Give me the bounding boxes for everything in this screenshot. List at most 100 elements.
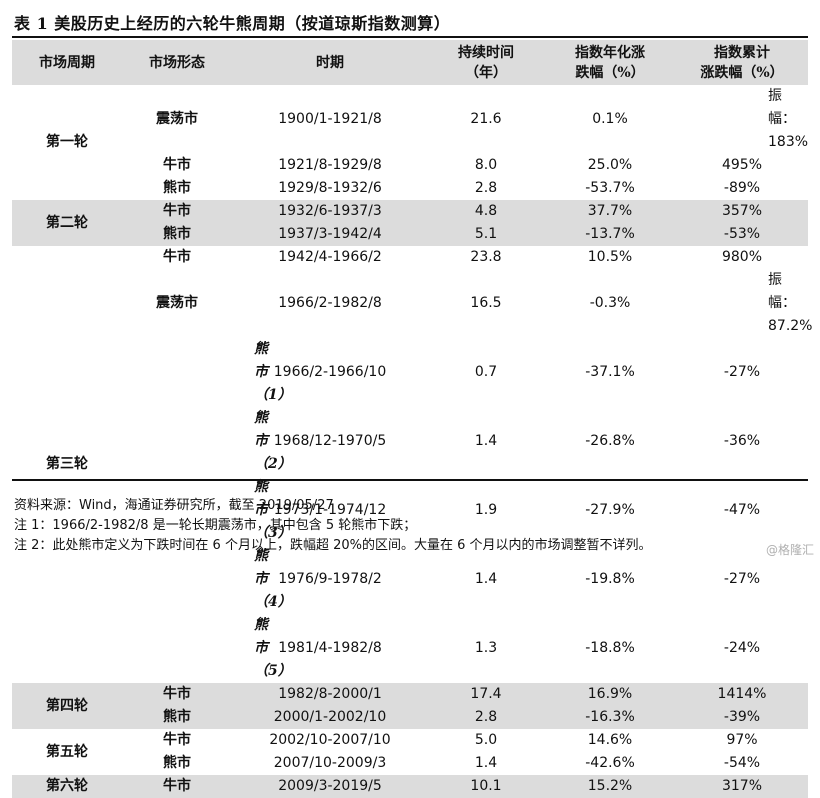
- annual-change-cell: -18.8%: [585, 640, 635, 656]
- cumulative-change-cell: 495%: [721, 157, 763, 173]
- form-cell: 熊市（3）: [254, 479, 292, 541]
- cycle-cell: 第二轮: [12, 200, 122, 246]
- header-duration-line2: （年）: [465, 64, 507, 81]
- table-row: 熊市 2007/10-2009/3 1.4 -42.6% -54%: [12, 752, 808, 775]
- annual-change-cell: 14.6%: [587, 732, 633, 748]
- period-cell: 2002/10-2007/10: [269, 732, 391, 748]
- header-period: 时期: [232, 40, 428, 85]
- duration-cell: 1.4: [474, 755, 498, 771]
- cumulative-change-cell: -24%: [723, 640, 761, 656]
- form-cell: 熊市: [163, 755, 191, 771]
- annual-change-cell: 10.5%: [587, 249, 633, 265]
- duration-cell: 16.5: [470, 295, 502, 311]
- period-cell: 1973/1-1974/12: [273, 502, 387, 518]
- annual-change-cell: 37.7%: [544, 200, 676, 223]
- duration-cell: 17.4: [428, 683, 544, 706]
- cumulative-change-cell: 振幅：183%: [768, 88, 809, 150]
- form-cell: 熊市（1）: [254, 341, 292, 403]
- table-body: 第一轮 震荡市 1900/1-1921/8 21.6 0.1% 振幅：183% 牛市 1921…: [12, 85, 813, 798]
- cumulative-change-cell: 317%: [676, 775, 808, 798]
- form-cell: 熊市（5）: [254, 617, 292, 679]
- table-row: 熊市 2000/1-2002/10 2.8 -16.3% -39%: [12, 706, 808, 729]
- duration-cell: 0.7: [474, 364, 498, 380]
- cumulative-change-cell: -53%: [676, 223, 808, 246]
- form-cell: 牛市: [163, 732, 191, 748]
- duration-cell: 4.8: [428, 200, 544, 223]
- period-cell: 1929/8-1932/6: [278, 180, 382, 196]
- cycle-cell: 第四轮: [12, 683, 122, 729]
- duration-cell: 1.3: [474, 640, 498, 656]
- cycle-cell: 第六轮: [12, 775, 122, 798]
- header-annual-line2: 跌幅（%）: [575, 64, 645, 81]
- period-cell: 2007/10-2009/3: [273, 755, 387, 771]
- cumulative-change-cell: -89%: [723, 180, 761, 196]
- cycle-cell: 第三轮: [46, 456, 88, 472]
- bull-bear-table: 市场周期 市场形态 时期 持续时间 （年） 指数年化涨 跌幅（%） 指数累计 涨…: [12, 40, 813, 798]
- table-row: 熊市 1937/3-1942/4 5.1 -13.7% -53%: [12, 223, 808, 246]
- form-cell: 牛市: [122, 683, 232, 706]
- period-cell: 1966/2-1966/10: [273, 364, 387, 380]
- duration-cell: 2.8: [474, 180, 498, 196]
- annual-change-cell: 25.0%: [587, 157, 633, 173]
- duration-cell: 21.6: [470, 111, 502, 127]
- annual-change-cell: -26.8%: [585, 433, 635, 449]
- header-duration-line1: 持续时间: [458, 44, 514, 61]
- annual-change-cell: -42.6%: [585, 755, 635, 771]
- duration-cell: 2.8: [428, 706, 544, 729]
- form-cell: 牛市: [122, 775, 232, 798]
- header-cumulative-line1: 指数累计: [714, 44, 770, 61]
- table-row: 震荡市 1966/2-1982/8 16.5 -0.3% 振幅：87.2%: [12, 269, 813, 338]
- duration-cell: 5.0: [474, 732, 498, 748]
- cumulative-change-cell: -36%: [723, 433, 761, 449]
- period-cell: 1942/4-1966/2: [278, 249, 382, 265]
- table-row: 第五轮 牛市 2002/10-2007/10 5.0 14.6% 97%: [12, 729, 808, 760]
- cumulative-change-cell: 357%: [676, 200, 808, 223]
- table-row: 第三轮 牛市 1942/4-1966/2 23.8 10.5% 980%: [12, 246, 808, 472]
- duration-cell: 1.9: [474, 502, 498, 518]
- cumulative-change-cell: 980%: [721, 249, 763, 265]
- annual-change-cell: 15.2%: [544, 775, 676, 798]
- annual-change-cell: 0.1%: [592, 111, 628, 127]
- cumulative-change-cell: -47%: [723, 502, 761, 518]
- note-source: 资料来源：Wind，海通证券研究所，截至 2019/05/27: [14, 498, 334, 513]
- annual-change-cell: -53.7%: [585, 180, 635, 196]
- annual-change-cell: -37.1%: [585, 364, 635, 380]
- table-row: 熊市（5） 1981/4-1982/8 1.3 -18.8% -24%: [12, 614, 808, 683]
- duration-cell: 1.4: [474, 433, 498, 449]
- cycle-cell: 第一轮: [46, 134, 88, 150]
- form-cell: 熊市: [163, 180, 191, 196]
- header-annual-line1: 指数年化涨: [575, 44, 645, 61]
- period-cell: 2000/1-2002/10: [232, 706, 428, 729]
- duration-cell: 10.1: [428, 775, 544, 798]
- duration-cell: 5.1: [428, 223, 544, 246]
- form-cell: 牛市: [163, 157, 191, 173]
- header-form: 市场形态: [122, 40, 232, 85]
- note-1: 注 1：1966/2-1982/8 是一轮长期震荡市，其中包含 5 轮熊市下跌；: [14, 518, 417, 533]
- form-cell: 牛市: [122, 200, 232, 223]
- period-cell: 2009/3-2019/5: [232, 775, 428, 798]
- cumulative-change-cell: -27%: [723, 364, 761, 380]
- table-row: 第一轮 震荡市 1900/1-1921/8 21.6 0.1% 振幅：183%: [12, 85, 808, 154]
- header-cumulative: 指数累计 涨跌幅（%）: [676, 40, 808, 85]
- cumulative-change-cell: 振幅：87.2%: [768, 272, 813, 334]
- annual-change-cell: 16.9%: [544, 683, 676, 706]
- annual-change-cell: -0.3%: [589, 295, 631, 311]
- annual-change-cell: -13.7%: [544, 223, 676, 246]
- note-2: 注 2：此处熊市定义为下跌时间在 6 个月以上，跌幅超 20%的区间。大量在 6…: [14, 538, 652, 553]
- cumulative-change-cell: 97%: [726, 732, 758, 748]
- period-cell: 1966/2-1982/8: [278, 295, 382, 311]
- notes: 资料来源：Wind，海通证券研究所，截至 2019/05/27 注 1：1966…: [14, 496, 652, 556]
- duration-cell: 8.0: [474, 157, 498, 173]
- header-annual: 指数年化涨 跌幅（%）: [544, 40, 676, 85]
- table-header-row: 市场周期 市场形态 时期 持续时间 （年） 指数年化涨 跌幅（%） 指数累计 涨…: [12, 40, 808, 85]
- period-cell: 1968/12-1970/5: [273, 433, 387, 449]
- annual-change-cell: -16.3%: [544, 706, 676, 729]
- period-cell: 1921/8-1929/8: [278, 157, 382, 173]
- bottom-rule: [12, 479, 808, 481]
- table-title: 表 1 美股历史上经历的六轮牛熊周期（按道琼斯指数测算）: [14, 14, 451, 33]
- form-cell: 熊市（2）: [254, 410, 292, 472]
- table-row: 牛市 1921/8-1929/8 8.0 25.0% 495%: [12, 154, 808, 177]
- form-cell: 震荡市: [156, 295, 198, 311]
- header-cycle: 市场周期: [12, 40, 122, 85]
- header-duration: 持续时间 （年）: [428, 40, 544, 85]
